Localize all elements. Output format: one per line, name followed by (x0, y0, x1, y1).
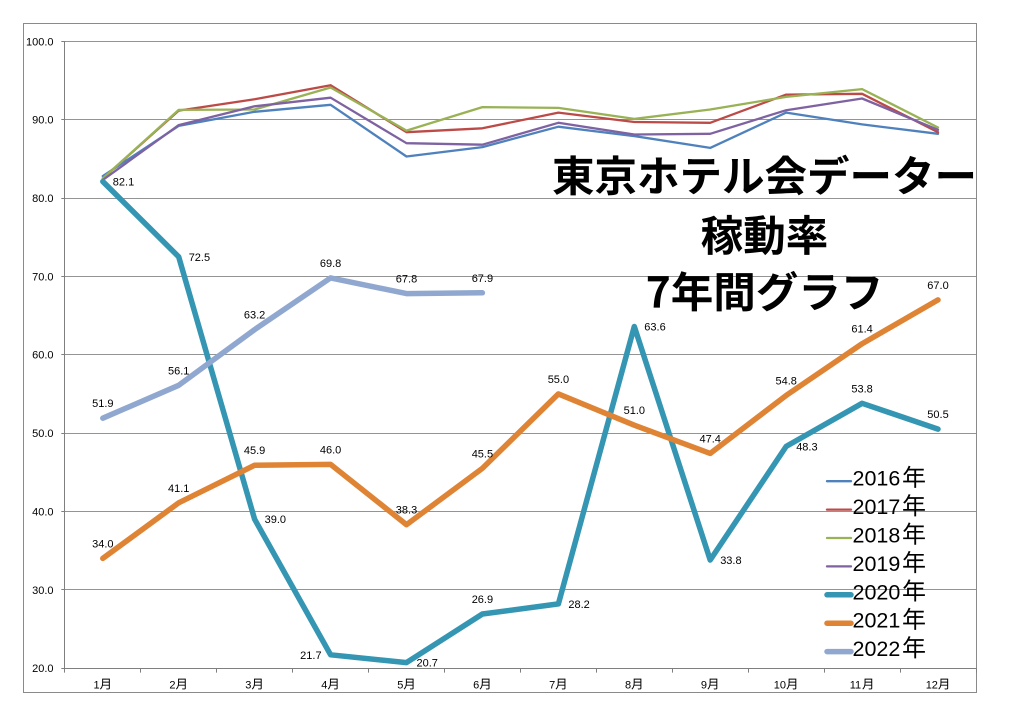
svg-text:2018: 2018 (853, 524, 901, 548)
svg-text:100.0: 100.0 (26, 36, 54, 48)
svg-text:11: 11 (850, 680, 861, 692)
svg-text:20.7: 20.7 (417, 658, 438, 670)
svg-text:45.9: 45.9 (244, 445, 265, 457)
svg-text:26.9: 26.9 (472, 594, 493, 606)
svg-text:33.8: 33.8 (720, 555, 741, 567)
svg-text:63.6: 63.6 (644, 322, 665, 334)
svg-text:51.9: 51.9 (92, 398, 113, 410)
svg-text:7: 7 (549, 680, 555, 692)
svg-text:51.0: 51.0 (624, 405, 645, 417)
svg-text:28.2: 28.2 (568, 599, 589, 611)
svg-text:12: 12 (926, 680, 938, 692)
svg-text:2017: 2017 (853, 495, 901, 519)
svg-text:10: 10 (774, 680, 786, 692)
svg-text:39.0: 39.0 (265, 514, 286, 526)
svg-text:82.1: 82.1 (113, 177, 134, 189)
svg-text:2021: 2021 (853, 609, 901, 633)
svg-text:69.8: 69.8 (320, 258, 341, 270)
svg-text:30.0: 30.0 (32, 585, 53, 597)
svg-text:38.3: 38.3 (396, 505, 417, 517)
svg-text:53.8: 53.8 (851, 383, 872, 395)
svg-text:40.0: 40.0 (32, 506, 53, 518)
svg-text:21.7: 21.7 (300, 650, 321, 662)
svg-text:67.0: 67.0 (927, 280, 948, 292)
svg-text:45.5: 45.5 (472, 448, 493, 460)
svg-text:2019: 2019 (853, 552, 901, 576)
svg-text:61.4: 61.4 (851, 324, 872, 336)
svg-text:63.2: 63.2 (244, 310, 265, 322)
svg-text:3: 3 (245, 680, 251, 692)
svg-text:2020: 2020 (853, 580, 901, 604)
svg-text:2022: 2022 (853, 637, 901, 661)
svg-text:34.0: 34.0 (92, 538, 113, 550)
svg-text:67.9: 67.9 (472, 273, 493, 285)
svg-text:20.0: 20.0 (32, 663, 53, 675)
svg-text:60.0: 60.0 (32, 350, 53, 362)
svg-text:80.0: 80.0 (32, 193, 53, 205)
svg-text:70.0: 70.0 (32, 271, 53, 283)
svg-text:50.5: 50.5 (927, 409, 948, 421)
svg-text:46.0: 46.0 (320, 444, 341, 456)
svg-text:2016: 2016 (853, 467, 901, 491)
svg-text:54.8: 54.8 (775, 375, 796, 387)
svg-text:1: 1 (94, 680, 100, 692)
svg-text:55.0: 55.0 (548, 374, 569, 386)
svg-text:9: 9 (701, 680, 707, 692)
svg-text:6: 6 (473, 680, 479, 692)
svg-text:5: 5 (397, 680, 403, 692)
svg-text:48.3: 48.3 (796, 441, 817, 453)
svg-text:90.0: 90.0 (32, 115, 53, 127)
svg-text:8: 8 (625, 680, 631, 692)
svg-text:2: 2 (169, 680, 175, 692)
svg-text:56.1: 56.1 (168, 365, 189, 377)
svg-text:4: 4 (321, 680, 327, 692)
svg-text:72.5: 72.5 (189, 252, 210, 264)
svg-text:47.4: 47.4 (699, 433, 720, 445)
svg-text:50.0: 50.0 (32, 428, 53, 440)
svg-text:67.8: 67.8 (396, 274, 417, 286)
svg-text:41.1: 41.1 (168, 483, 189, 495)
